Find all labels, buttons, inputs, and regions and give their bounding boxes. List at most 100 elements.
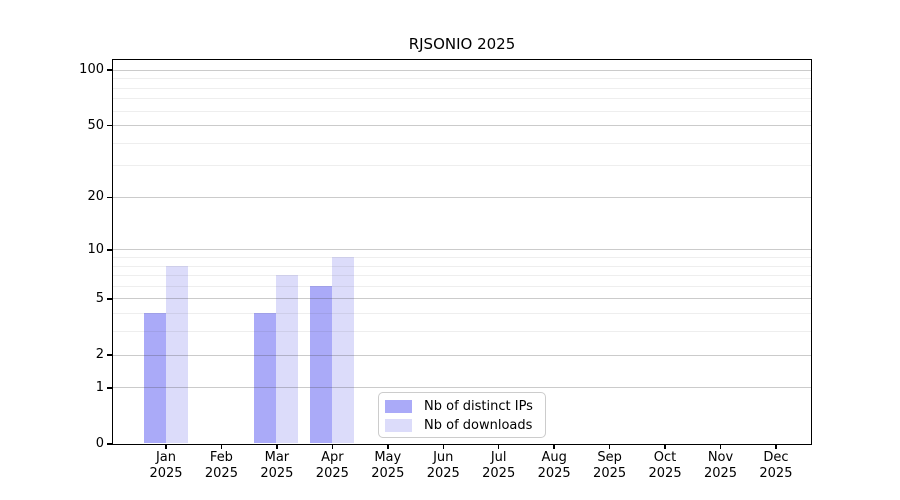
x-tick-nov: [719, 444, 722, 449]
x-tick-label-year: 2025: [426, 466, 460, 481]
x-tick-label-jun: Jun 2025: [415, 450, 471, 484]
x-tick-label-year: 2025: [371, 466, 405, 481]
y-tick-1: [107, 387, 112, 389]
y-tick-5: [107, 298, 112, 300]
x-tick-label-dec: Dec 2025: [748, 450, 804, 484]
gridline-minor-90: [112, 78, 811, 80]
y-tick-20: [107, 196, 112, 199]
gridline-minor-80: [112, 87, 811, 89]
bar-nb-of-downloads-apr: [331, 256, 354, 444]
x-tick-label-year: 2025: [537, 466, 571, 481]
x-tick-label-month: Feb: [209, 450, 233, 465]
legend-item-downloads: Nb of downloads: [385, 416, 545, 435]
y-tick-label-20: 20: [87, 189, 104, 205]
gridline-major-100: [112, 69, 811, 71]
x-tick-may: [387, 444, 389, 449]
x-tick-label-feb: Feb 2025: [193, 450, 249, 484]
gridline-major-2: [112, 354, 811, 356]
gridline-minor-4: [112, 313, 811, 315]
gridline-major-50: [112, 125, 811, 126]
x-tick-label-may: May 2025: [360, 450, 416, 484]
legend-swatch-distinct-ips: [385, 400, 412, 413]
x-tick-label-year: 2025: [759, 466, 793, 481]
gridline-major-20: [112, 196, 811, 198]
x-tick-mar: [276, 444, 278, 449]
y-tick-label-2: 2: [95, 347, 104, 362]
bar-layer: [113, 60, 811, 444]
chart-title: RJSONIO 2025: [408, 35, 516, 53]
grid-layer: [112, 60, 811, 444]
y-tick-label-1: 1: [95, 379, 104, 395]
x-tick-label-month: Dec: [763, 450, 789, 465]
x-tick-label-year: 2025: [315, 466, 349, 481]
legend-label-distinct-ips: Nb of distinct IPs: [424, 399, 533, 414]
gridline-minor-60: [112, 110, 811, 112]
legend: Nb of distinct IPs Nb of downloads: [378, 392, 546, 438]
x-tick-label-month: Jun: [433, 450, 454, 465]
x-tick-label-month: May: [374, 450, 402, 465]
x-tick-label-year: 2025: [648, 466, 682, 481]
x-tick-label-apr: Apr 2025: [304, 450, 360, 484]
legend-swatch-downloads: [385, 419, 412, 432]
x-tick-label-year: 2025: [260, 466, 294, 481]
x-tick-label-sep: Sep 2025: [582, 450, 638, 484]
x-tick-label-year: 2025: [149, 466, 183, 481]
x-tick-jan: [165, 444, 167, 449]
x-tick-label-year: 2025: [204, 466, 238, 481]
bar-nb-of-downloads-jan: [165, 265, 188, 444]
x-tick-feb: [220, 444, 223, 449]
y-tick-label-0: 0: [95, 436, 104, 451]
x-tick-label-year: 2025: [593, 466, 627, 481]
x-tick-label-nov: Nov 2025: [693, 450, 749, 484]
gridline-minor-7: [112, 275, 811, 277]
bar-nb-of-distinct-ips-jan: [143, 313, 166, 444]
y-tick-0: [107, 443, 112, 445]
x-tick-label-year: 2025: [703, 466, 738, 481]
gridline-minor-40: [112, 142, 811, 144]
bar-nb-of-distinct-ips-mar: [254, 313, 277, 444]
x-tick-label-month: Jan: [155, 450, 177, 465]
x-tick-label-jul: Jul 2025: [471, 450, 527, 484]
x-tick-label-year: 2025: [482, 466, 516, 481]
x-tick-jul: [497, 444, 500, 449]
plot-area: [111, 58, 812, 445]
x-tick-label-jan: Jan 2025: [138, 450, 194, 484]
x-tick-label-month: Sep: [597, 450, 622, 465]
x-tick-jun: [442, 444, 444, 449]
x-tick-label-month: Mar: [264, 450, 290, 465]
gridline-major-1: [112, 387, 811, 389]
gridline-minor-8: [112, 265, 811, 267]
bar-nb-of-downloads-mar: [276, 275, 299, 444]
gridline-minor-70: [112, 98, 811, 100]
bar-nb-of-distinct-ips-apr: [309, 285, 332, 444]
x-tick-label-month: Aug: [541, 450, 567, 465]
gridline-minor-3: [112, 331, 811, 333]
x-tick-sep: [608, 444, 611, 449]
x-tick-label-oct: Oct 2025: [637, 450, 693, 484]
y-tick-label-10: 10: [87, 241, 104, 257]
legend-item-distinct-ips: Nb of distinct IPs: [385, 397, 545, 416]
gridline-minor-30: [112, 165, 811, 167]
y-tick-50: [107, 124, 112, 127]
x-tick-label-month: Nov: [707, 450, 734, 465]
x-tick-apr: [331, 444, 334, 449]
x-tick-aug: [553, 444, 555, 449]
y-tick-100: [107, 69, 112, 71]
x-tick-label-month: Jul: [490, 450, 507, 465]
x-tick-oct: [664, 444, 666, 449]
x-tick-label-month: Apr: [321, 450, 344, 465]
x-tick-label-month: Oct: [653, 450, 677, 465]
gridline-minor-6: [112, 285, 811, 287]
y-tick-10: [107, 249, 112, 251]
gridline-major-5: [112, 298, 811, 300]
x-tick-label-mar: Mar 2025: [249, 450, 305, 484]
y-tick-label-50: 50: [87, 117, 104, 133]
y-tick-2: [107, 354, 112, 356]
y-tick-label-100: 100: [79, 62, 104, 78]
x-tick-label-aug: Aug 2025: [526, 450, 582, 484]
gridline-major-10: [112, 249, 811, 251]
gridline-minor-9: [112, 256, 811, 258]
y-tick-label-5: 5: [95, 290, 104, 306]
x-tick-dec: [775, 444, 777, 449]
